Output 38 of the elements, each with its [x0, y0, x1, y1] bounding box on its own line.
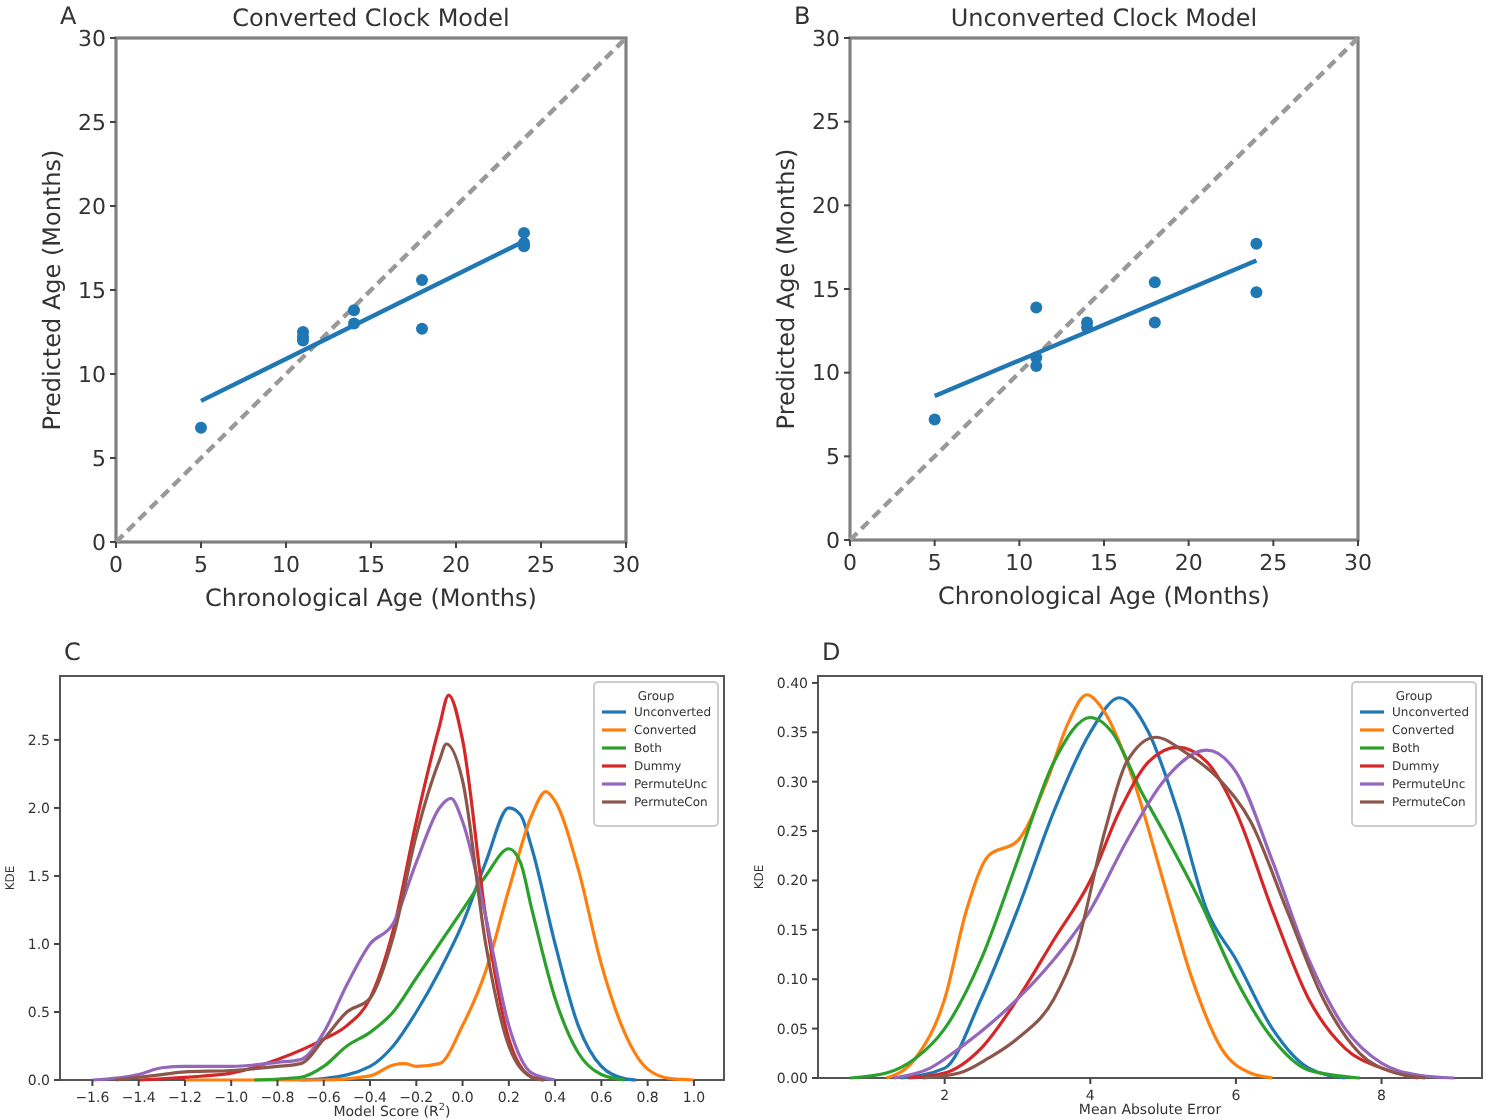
y-axis-title: Predicted Age (Months) [772, 148, 800, 430]
y-tick-label: 25 [78, 109, 106, 136]
y-tick-label: 15 [78, 277, 106, 304]
text: B [794, 2, 811, 30]
x-tick-label: 10 [1005, 550, 1034, 576]
chart-title: Converted Clock Model [232, 4, 510, 32]
x-tick-label: 10 [272, 552, 300, 578]
y-tick-label: 10 [78, 361, 106, 388]
y-tick-label: 20 [812, 193, 840, 220]
x-tick-label: 30 [1344, 550, 1372, 576]
x-tick-label: 0 [109, 552, 123, 578]
y-tick-label: 10 [812, 360, 840, 387]
x-tick-label: 25 [1259, 550, 1288, 576]
x-axis-title: Chronological Age (Months) [205, 584, 537, 612]
x-tick-label: 20 [1174, 550, 1203, 576]
text: D [822, 638, 841, 666]
y-tick-label: 25 [812, 109, 840, 136]
y-tick-label: 20 [78, 193, 106, 220]
x-tick-label: 15 [1090, 550, 1118, 576]
text: C [64, 638, 81, 666]
y-tick-label: 5 [826, 444, 840, 471]
y-tick-label: 0 [92, 529, 106, 556]
x-tick-label: 30 [612, 552, 640, 578]
chart-title: Unconverted Clock Model [950, 4, 1258, 32]
x-tick-label: 25 [527, 552, 555, 578]
y-axis-title: Predicted Age (Months) [38, 149, 66, 431]
y-tick-label: 30 [812, 25, 840, 52]
x-axis-title: Chronological Age (Months) [938, 582, 1270, 610]
x-tick-label: 20 [442, 552, 470, 578]
x-tick-label: 0 [843, 550, 857, 576]
text: A [60, 2, 78, 30]
x-tick-label: 5 [927, 550, 942, 576]
x-tick-label: 5 [194, 552, 208, 578]
y-tick-label: 5 [92, 445, 106, 472]
x-tick-label: 15 [357, 552, 385, 578]
y-tick-label: 30 [78, 25, 106, 52]
y-tick-label: 0 [826, 527, 840, 554]
y-tick-label: 15 [812, 276, 840, 303]
